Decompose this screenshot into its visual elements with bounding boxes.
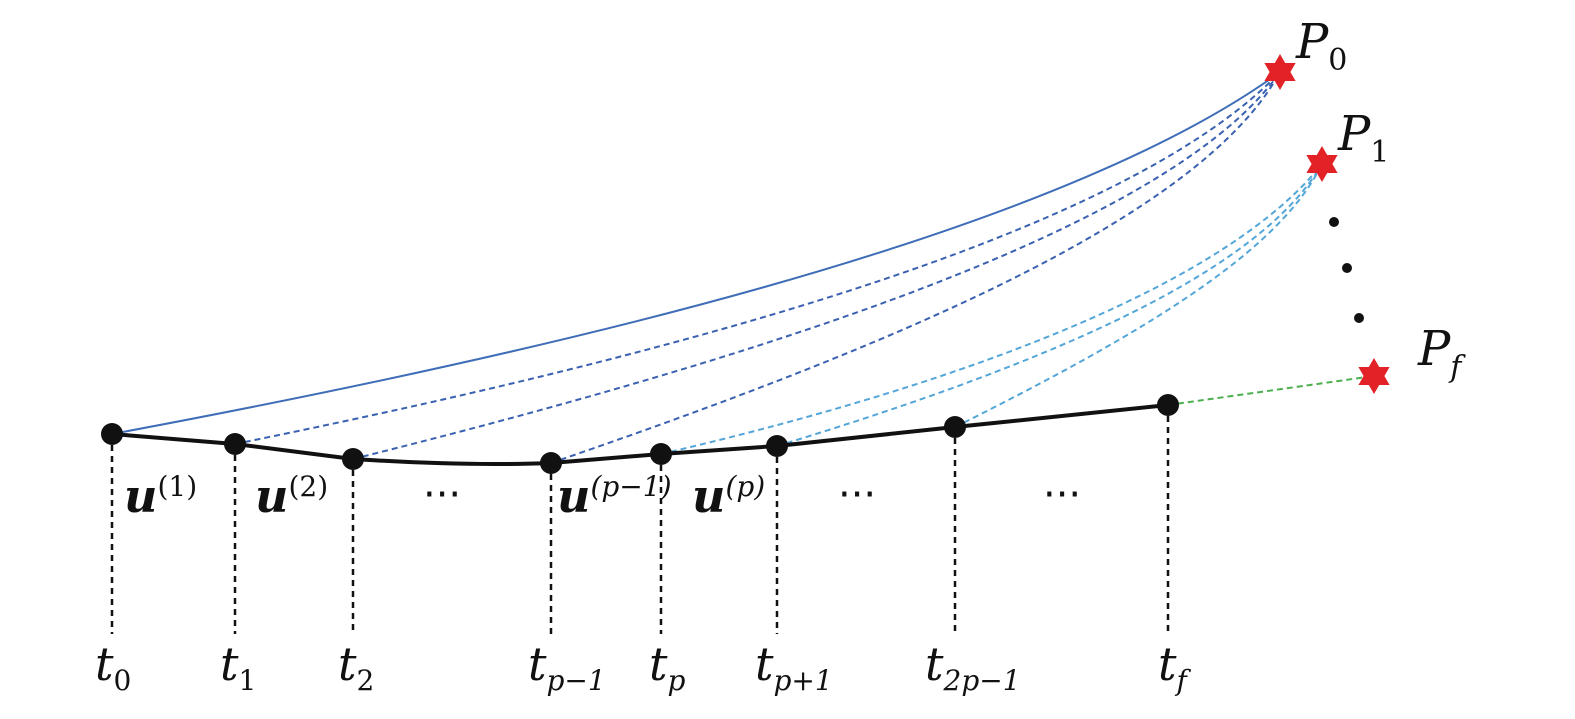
dashed-paths-p0 bbox=[234, 71, 1281, 464]
dashed-path-tp-1-p0 bbox=[550, 71, 1281, 464]
time-gridlines bbox=[110, 405, 1170, 634]
dashed-paths-p1 bbox=[660, 163, 1323, 455]
node-tf bbox=[1157, 394, 1179, 416]
node-t2p-1 bbox=[944, 416, 966, 438]
control-label-up-1: u(p−1) bbox=[557, 469, 672, 523]
vdot-2 bbox=[1342, 263, 1352, 273]
node-tp bbox=[650, 443, 672, 465]
trajectory-line bbox=[111, 403, 1169, 466]
time-label-t0: t0 bbox=[95, 637, 131, 697]
time-label-tp-1: tp−1 bbox=[528, 637, 606, 697]
target-label-p0: P0 bbox=[1295, 14, 1347, 78]
trajectory-nodes bbox=[101, 394, 1179, 474]
target-stars bbox=[1264, 54, 1390, 394]
control-label-up: u(p) bbox=[692, 469, 765, 523]
star-icon bbox=[1264, 54, 1296, 90]
ellipsis-2: ··· bbox=[838, 472, 876, 518]
dashed-path-t2p-1-p1 bbox=[954, 163, 1323, 428]
vdot-3 bbox=[1354, 313, 1364, 323]
node-tp+1 bbox=[766, 435, 788, 457]
dashed-path-t2-p0 bbox=[352, 71, 1281, 460]
time-label-t2: t2 bbox=[338, 637, 374, 697]
time-label-t1: t1 bbox=[220, 637, 256, 697]
ellipsis-3: ··· bbox=[1043, 472, 1081, 518]
vdot-1 bbox=[1329, 217, 1339, 227]
node-tp-1 bbox=[540, 452, 562, 474]
target-label-p1: P1 bbox=[1337, 106, 1389, 170]
node-t2 bbox=[342, 448, 364, 470]
target-label-pf: Pf bbox=[1417, 321, 1466, 385]
dashed-path-tp-p1 bbox=[660, 163, 1323, 455]
time-label-t2p-1: t2p−1 bbox=[925, 637, 1021, 697]
control-label-u1: u(1) bbox=[124, 469, 197, 523]
dashed-path-tp+1-p1 bbox=[776, 163, 1323, 447]
star-icon bbox=[1358, 358, 1390, 394]
control-label-u2: u(2) bbox=[255, 469, 328, 523]
ellipsis-1: ··· bbox=[423, 472, 461, 518]
dashed-path-t1-p0 bbox=[234, 71, 1281, 445]
curve-to-p0 bbox=[111, 71, 1281, 435]
star-icon bbox=[1306, 146, 1338, 182]
dashed-path-tf-pf bbox=[1167, 375, 1375, 406]
time-label-tf: tf bbox=[1158, 637, 1192, 697]
time-label-tp+1: tp+1 bbox=[755, 637, 833, 697]
node-t0 bbox=[101, 423, 123, 445]
node-t1 bbox=[224, 433, 246, 455]
vertical-ellipsis bbox=[1329, 217, 1364, 323]
time-label-tp: tp bbox=[649, 637, 686, 697]
